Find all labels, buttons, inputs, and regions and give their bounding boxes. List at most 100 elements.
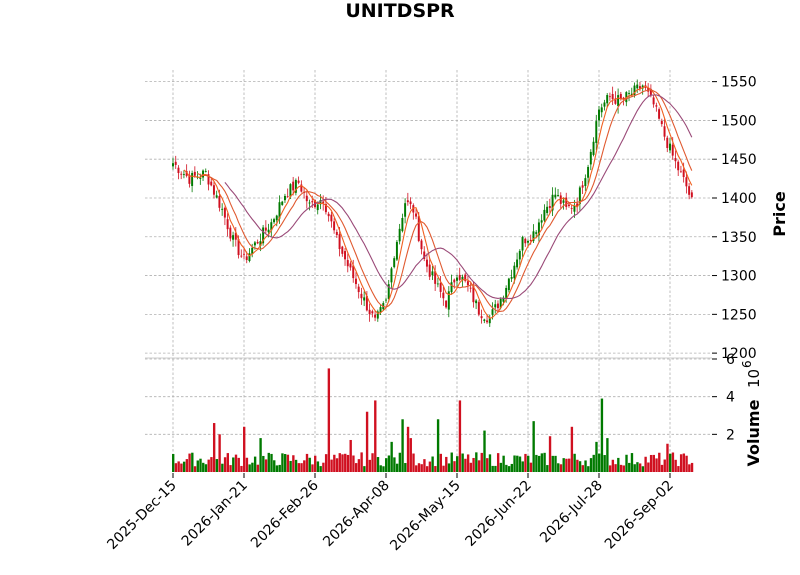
volume-bar — [458, 400, 462, 472]
candle-body — [245, 256, 248, 261]
volume-bar — [540, 453, 544, 472]
candle-body — [603, 102, 606, 107]
candle-body — [322, 201, 325, 204]
volume-bar — [253, 456, 257, 472]
volume-bar — [232, 457, 235, 472]
volume-bar — [240, 465, 243, 472]
volume-bar — [428, 461, 432, 472]
candle-body — [524, 238, 527, 244]
candle-body — [688, 186, 691, 195]
volume-bar — [365, 411, 369, 472]
candle-body — [379, 307, 382, 313]
candle-body — [240, 255, 243, 257]
candle-body — [212, 185, 215, 195]
candle-body — [669, 143, 671, 151]
candle-body — [453, 279, 456, 283]
candle-body — [567, 204, 570, 206]
volume-bar — [677, 466, 680, 472]
candle-body — [679, 171, 682, 173]
volume-bar — [196, 460, 199, 472]
price-tick-label: 1300 — [721, 269, 757, 285]
volume-bar — [546, 465, 549, 472]
candle-body — [218, 196, 221, 208]
volume-bar — [333, 454, 336, 472]
candle-body — [505, 287, 508, 298]
volume-axis-label: Volume — [744, 399, 763, 466]
candle-body — [297, 180, 300, 183]
volume-bar — [335, 458, 339, 472]
candle-body — [300, 184, 303, 192]
volume-bar — [652, 454, 655, 472]
volume-bar — [573, 453, 576, 472]
candle-body — [663, 126, 666, 137]
volume-bar — [278, 464, 281, 472]
candle-body — [341, 246, 344, 254]
x-tick-label: 2026-Jul-28 — [537, 478, 606, 547]
volume-bar — [554, 455, 557, 472]
candle-body — [398, 228, 401, 242]
candle-body — [376, 311, 379, 319]
candle-body — [480, 316, 483, 319]
candle-body — [589, 151, 592, 165]
volume-bar — [174, 463, 178, 472]
price-tick-label: 1500 — [721, 113, 757, 129]
candle-body — [666, 137, 669, 148]
candle-body — [283, 195, 286, 201]
volume-bar — [363, 466, 366, 472]
candle-body — [436, 283, 439, 285]
price-tick-label: 1250 — [721, 307, 757, 323]
candle-body — [237, 239, 240, 256]
volume-bar — [221, 463, 224, 472]
candle-body — [223, 207, 226, 218]
volume-bar — [442, 465, 445, 472]
candle-body — [409, 201, 412, 205]
candle-body — [404, 203, 407, 217]
candle-body — [608, 96, 611, 98]
volume-bar — [352, 455, 355, 472]
candle-body — [338, 234, 341, 250]
candle-body — [327, 213, 330, 217]
volume-bar — [234, 454, 238, 472]
price-tick-label: 1450 — [721, 152, 757, 168]
volume-bar — [273, 460, 276, 472]
candle-body — [518, 250, 521, 260]
volume-bar — [619, 464, 623, 472]
candle-body — [565, 197, 568, 207]
candle-body — [434, 271, 437, 284]
volume-bar — [589, 458, 593, 472]
volume-bar — [674, 459, 677, 472]
volume-bar — [226, 453, 229, 472]
candle-body — [652, 97, 655, 105]
candle-body — [232, 235, 235, 240]
candle-body — [442, 292, 445, 299]
volume-bar — [404, 463, 407, 472]
candle-body — [273, 219, 276, 223]
candle-body — [428, 264, 431, 277]
candle-body — [330, 214, 333, 222]
candle-body — [226, 219, 229, 230]
x-tick-label: 2025-Dec-15 — [104, 478, 179, 553]
candle-body — [557, 195, 560, 196]
candle-body — [592, 141, 595, 155]
candle-body — [303, 192, 306, 194]
candle-body — [658, 109, 661, 119]
volume-bar — [434, 466, 437, 472]
candle-body — [352, 265, 355, 279]
volume-tick-label: 4 — [726, 390, 735, 406]
volume-bar — [630, 453, 634, 472]
candle-body — [483, 319, 486, 321]
volume-bar — [527, 455, 530, 472]
volume-bar — [439, 453, 442, 472]
candle-body — [319, 200, 322, 205]
candle-body — [466, 281, 469, 286]
volume-bar — [647, 462, 650, 472]
moving-average-line — [197, 89, 693, 313]
candle-body — [636, 84, 639, 89]
volume-bar — [529, 462, 533, 472]
price-axis-label: Price — [770, 191, 789, 237]
volume-bar — [644, 456, 647, 472]
volume-bar — [177, 461, 180, 472]
candle-body — [600, 107, 603, 113]
volume-bar — [516, 455, 519, 472]
volume-bar — [262, 455, 265, 472]
